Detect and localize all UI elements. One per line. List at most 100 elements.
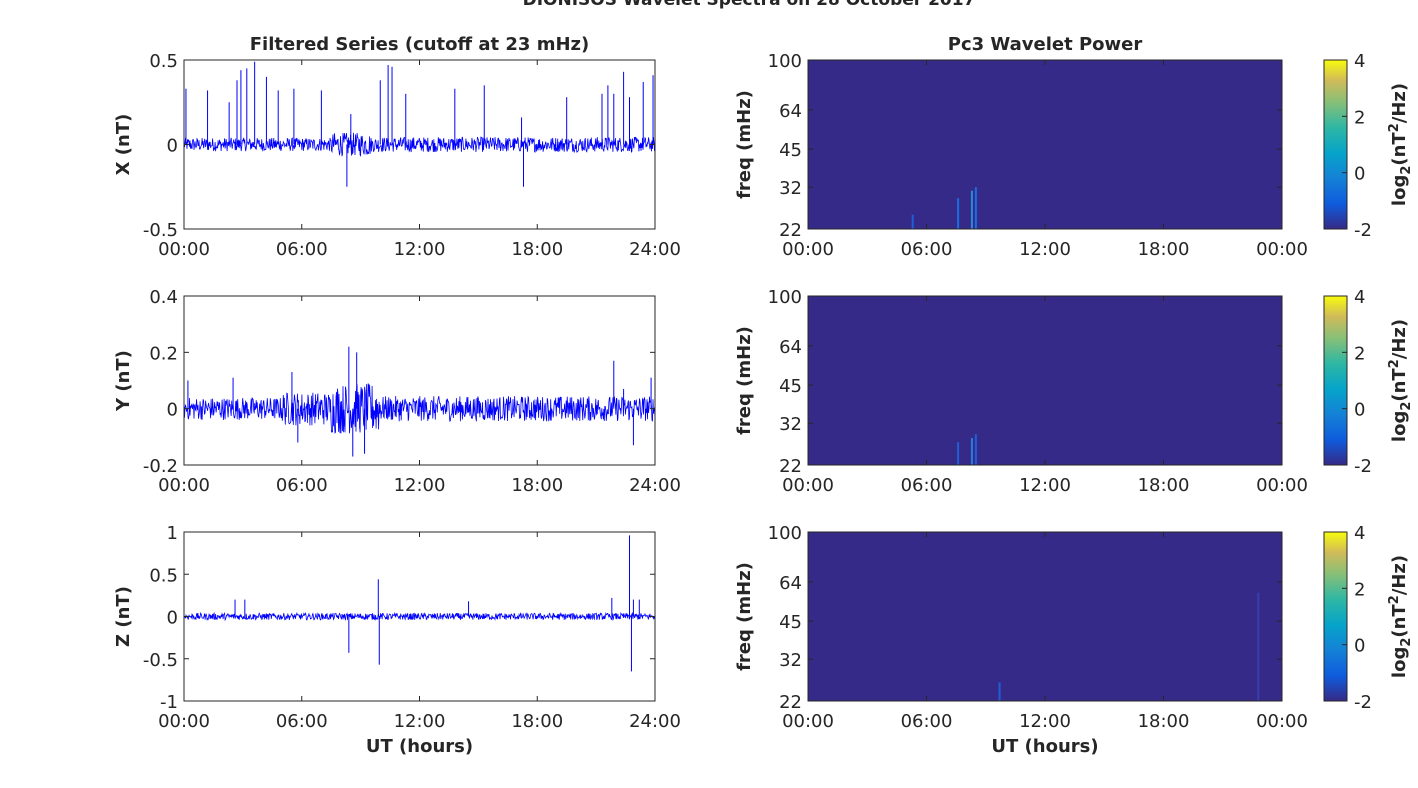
y-tick-label: 1 (167, 523, 178, 544)
colorbar-tick-label: 4 (1354, 287, 1365, 308)
y-axis-label: freq (mHz) (734, 326, 755, 435)
x-tick-label: 24:00 (629, 475, 681, 496)
x-tick-label: 00:00 (1256, 239, 1308, 260)
y-tick-label: 0.4 (149, 287, 178, 308)
x-tick-label: 18:00 (1138, 711, 1190, 732)
colorbar-label: log2(nT2/Hz) (1387, 555, 1414, 678)
y-axis-label: Y (nT) (113, 350, 134, 412)
y-tick-label: 64 (779, 573, 802, 594)
x-tick-label: 00:00 (782, 239, 834, 260)
series-line (183, 611, 656, 622)
plot-background (184, 296, 655, 465)
heatmap-streak-0 (911, 214, 914, 229)
x-tick-label: 00:00 (158, 239, 210, 260)
y-tick-label: 22 (779, 692, 802, 713)
x-tick-label: 18:00 (511, 475, 563, 496)
y-tick-label: 64 (779, 101, 802, 122)
colorbar-tick-label: 0 (1354, 400, 1365, 421)
colorbar-label: log2(nT2/Hz) (1387, 319, 1414, 442)
colorbar-tick-label: 4 (1354, 523, 1365, 544)
y-tick-label: 0 (167, 136, 178, 157)
x-tick-label: 00:00 (158, 475, 210, 496)
x-tick-label: 24:00 (629, 711, 681, 732)
y-tick-label: 32 (779, 414, 802, 435)
y-tick-label: 100 (768, 523, 802, 544)
heatmap-background (808, 60, 1282, 229)
colorbar (1323, 295, 1348, 466)
x-tick-label: 00:00 (782, 475, 834, 496)
x-tick-label: 06:00 (276, 711, 328, 732)
y-tick-label: 100 (768, 51, 802, 72)
x-tick-label: 24:00 (629, 239, 681, 260)
panel-5: 00:00 06:00 12:00 18:00 00:0022324564100freq… (734, 287, 1414, 496)
x-tick-label: 12:00 (394, 711, 446, 732)
y-tick-label: 0 (167, 400, 178, 421)
series-line (183, 383, 656, 434)
y-axis-label: X (nT) (113, 114, 134, 176)
heatmap-streak-1 (957, 198, 960, 229)
heatmap-streak-3 (974, 187, 977, 229)
heatmap-streak-0 (998, 682, 1001, 701)
y-axis-label: freq (mHz) (734, 562, 755, 671)
colorbar-label: log2(nT2/Hz) (1387, 83, 1414, 206)
colorbar-tick-label: 0 (1354, 164, 1365, 185)
x-tick-label: 06:00 (276, 475, 328, 496)
heatmap-background (808, 296, 1282, 465)
y-tick-label: 0.5 (149, 51, 178, 72)
panel-title: Pc3 Wavelet Power (948, 34, 1143, 55)
panel-title: Filtered Series (cutoff at 23 mHz) (250, 34, 589, 55)
colorbar-tick-label: 2 (1354, 107, 1365, 128)
colorbar-tick-label: 2 (1354, 343, 1365, 364)
y-tick-label: 45 (779, 376, 802, 397)
y-axis-label: freq (mHz) (734, 90, 755, 199)
colorbar-tick-label: -2 (1354, 692, 1372, 713)
panel-1: 00:00 06:00 12:00 18:00 24:00 -0.5 0 0.5 Filtere… (113, 34, 681, 260)
panel-3: 00:00 06:00 12:00 18:00 24:00 -1 -0.5 0 0.5 1 Z (n… (113, 523, 681, 757)
y-tick-label: 0 (167, 608, 178, 629)
y-tick-label: -0.2 (143, 456, 178, 477)
y-tick-label: 45 (779, 140, 802, 161)
y-tick-label: 22 (779, 220, 802, 241)
figure-title: DIONISOS Wavelet Spectra on 28 October 2… (523, 0, 976, 10)
y-tick-label: 22 (779, 456, 802, 477)
y-tick-label: 32 (779, 178, 802, 199)
heatmap-streak-1 (1257, 592, 1260, 701)
panel-2: 00:00 06:00 12:00 18:00 24:00 -0.2 0 0.2 0.4 Y (n… (113, 287, 681, 496)
colorbar-tick-label: 4 (1354, 51, 1365, 72)
x-tick-label: 12:00 (1019, 711, 1071, 732)
colorbar-tick-label: -2 (1354, 220, 1372, 241)
x-tick-label: 06:00 (901, 475, 953, 496)
x-tick-label: 18:00 (511, 711, 563, 732)
heatmap-streak-1 (970, 438, 973, 465)
colorbar (1323, 59, 1348, 230)
colorbar-tick-label: 0 (1354, 636, 1365, 657)
y-tick-label: 64 (779, 337, 802, 358)
x-tick-label: 06:00 (276, 239, 328, 260)
colorbar (1323, 531, 1348, 702)
y-axis-label: Z (nT) (113, 586, 134, 647)
heatmap-background (808, 532, 1282, 701)
x-tick-label: 12:00 (1019, 475, 1071, 496)
x-tick-label: 12:00 (394, 475, 446, 496)
heatmap-streak-2 (970, 190, 973, 229)
y-tick-label: 32 (779, 650, 802, 671)
y-tick-label: 45 (779, 612, 802, 633)
panel-4: 00:00 06:00 12:00 18:00 00:0022324564100Pc3 … (734, 34, 1414, 260)
heatmap-streak-2 (974, 434, 977, 465)
series-line (183, 132, 656, 157)
x-axis-label: UT (hours) (991, 736, 1098, 757)
x-tick-label: 12:00 (394, 239, 446, 260)
y-tick-label: 0.5 (149, 565, 178, 586)
y-tick-label: -1 (160, 692, 178, 713)
y-tick-label: -0.5 (143, 650, 178, 671)
x-tick-label: 18:00 (1138, 239, 1190, 260)
x-tick-label: 06:00 (901, 711, 953, 732)
panel-6: 00:00 06:00 12:00 18:00 00:0022324564100freq… (734, 523, 1414, 757)
heatmap-streak-0 (957, 442, 960, 465)
y-tick-label: -0.5 (143, 220, 178, 241)
x-tick-label: 18:00 (511, 239, 563, 260)
x-tick-label: 00:00 (782, 711, 834, 732)
x-tick-label: 06:00 (901, 239, 953, 260)
x-tick-label: 00:00 (158, 711, 210, 732)
